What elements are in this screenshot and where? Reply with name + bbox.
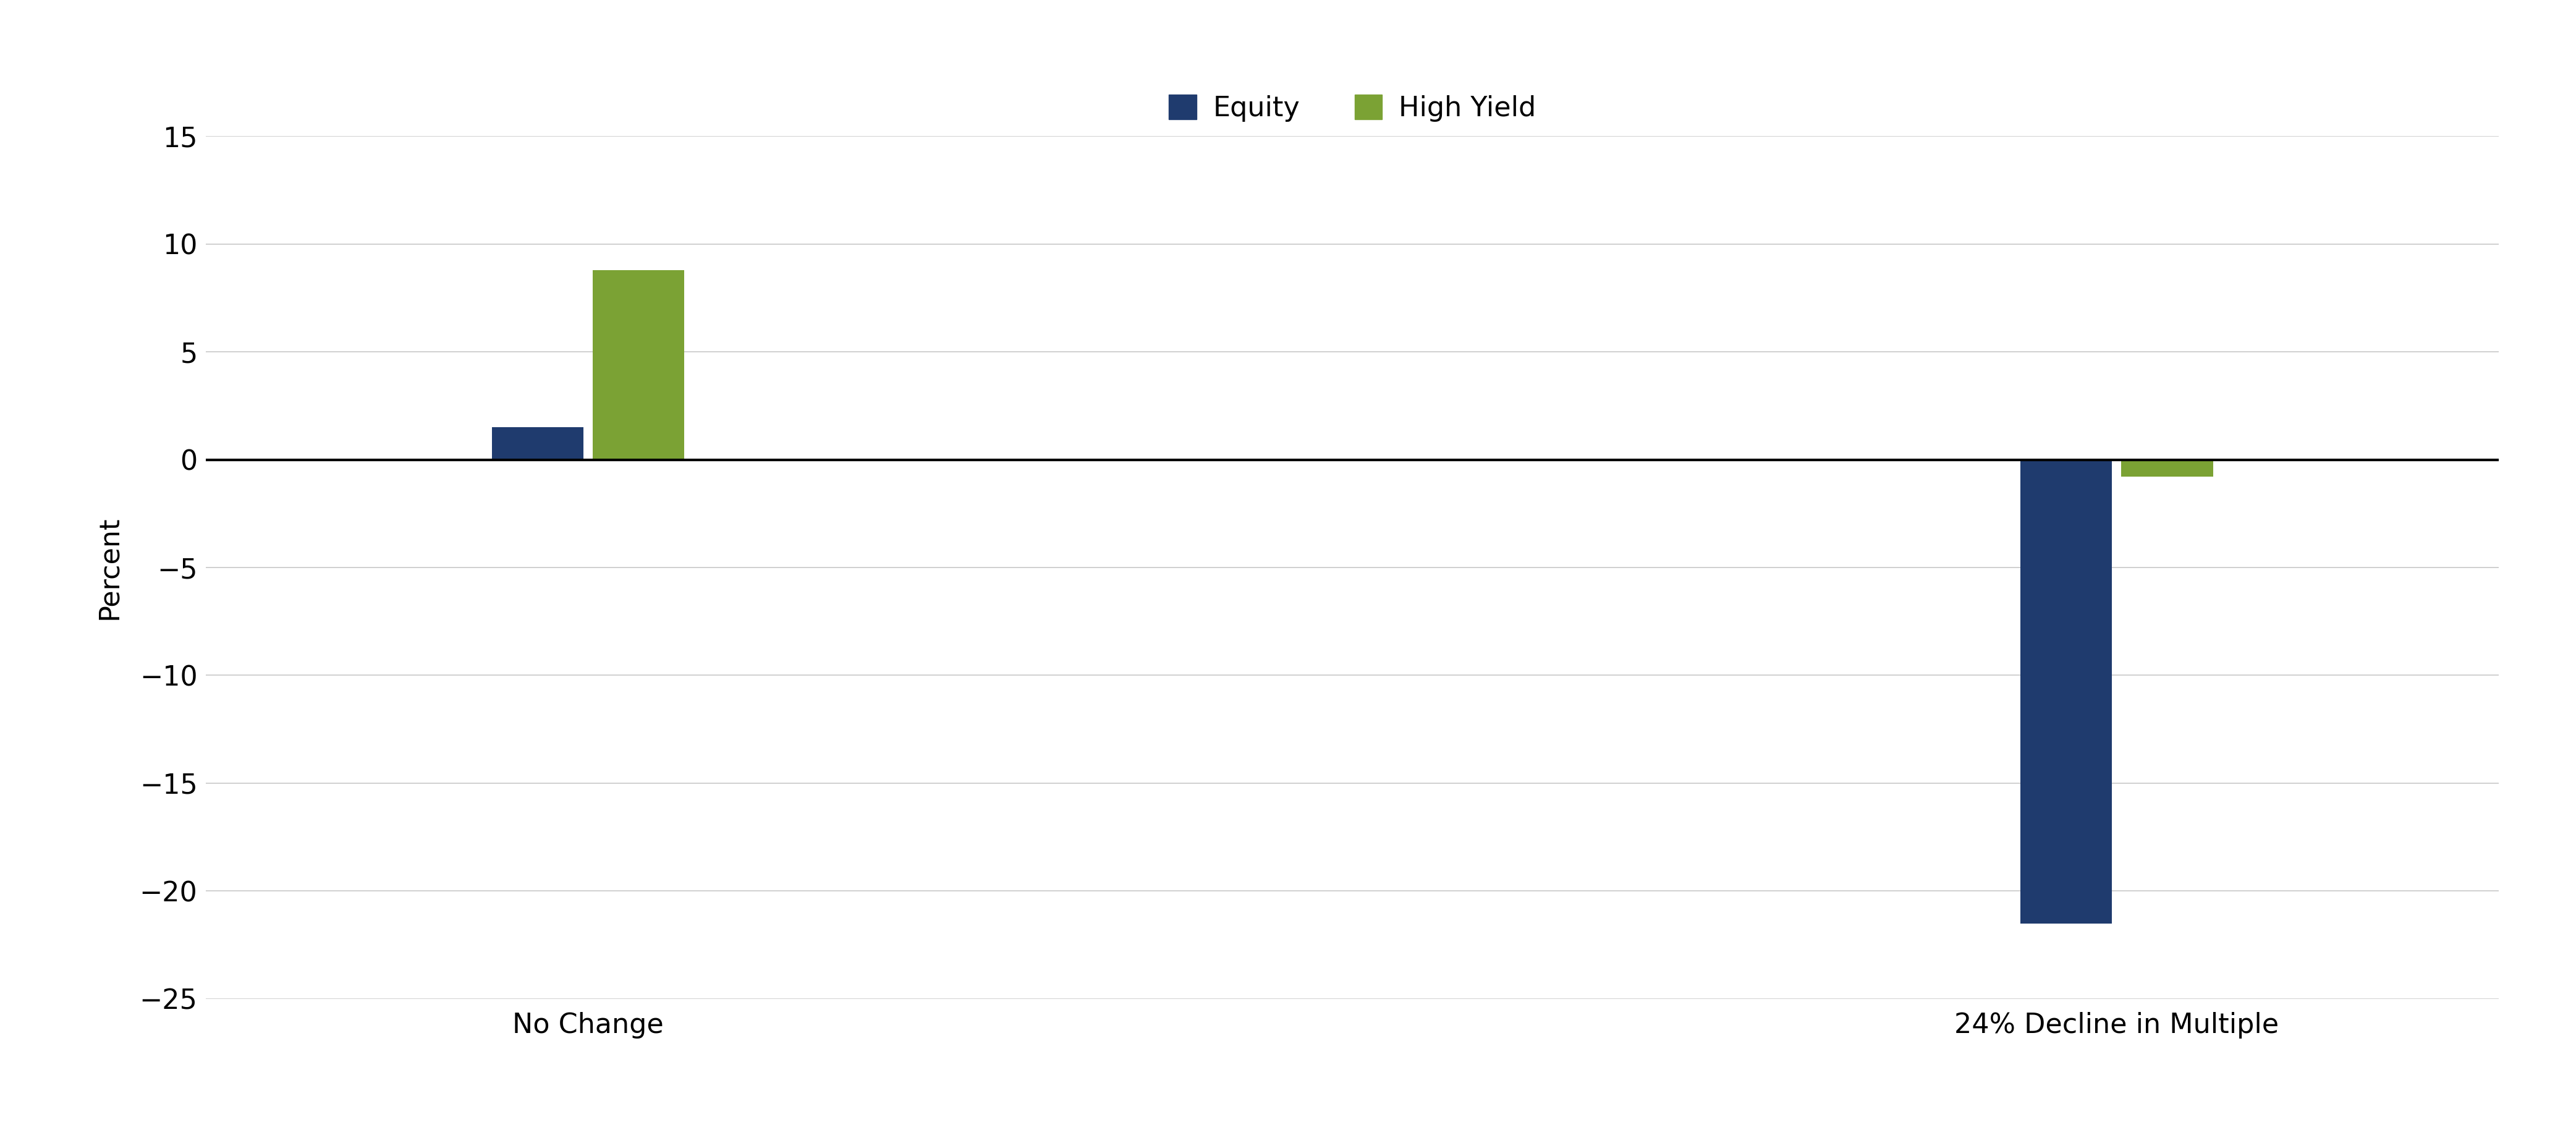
Legend: Equity, High Yield: Equity, High Yield [1154,81,1551,136]
Y-axis label: Percent: Percent [95,515,121,620]
Bar [492,427,585,460]
Bar [592,270,685,460]
Bar [2120,460,2213,477]
Bar [2020,460,2112,924]
